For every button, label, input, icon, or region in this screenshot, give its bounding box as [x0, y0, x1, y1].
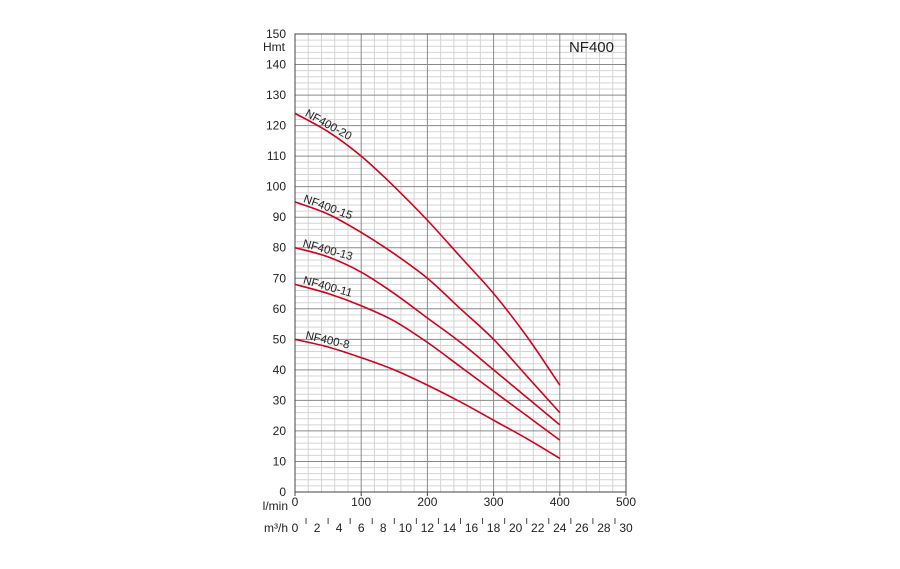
x2-tick-label: 6 [358, 521, 365, 535]
x2-tick-label: 30 [619, 521, 633, 535]
y-tick-label: 70 [273, 271, 287, 285]
y-tick-label: 0 [279, 485, 286, 499]
minor-grid [295, 34, 626, 492]
x2-tick-label: 4 [336, 521, 343, 535]
y-tick-label: 140 [266, 58, 286, 72]
y-tick-label: 150 [266, 27, 286, 41]
x2-tick-label: 28 [597, 521, 611, 535]
curve-label: NF400-15 [302, 193, 354, 222]
curve-nf400-8 [294, 338, 561, 460]
x-tick-label: 500 [616, 495, 636, 509]
y-tick-label: 130 [266, 88, 286, 102]
x-axis-ticks: 0 100 200 300 400 500 [292, 492, 636, 509]
y-tick-label: 20 [273, 424, 287, 438]
curve-nf400-20 [294, 112, 561, 386]
y-tick-label: 60 [273, 302, 287, 316]
y-tick-label: 30 [273, 393, 287, 407]
x-tick-label: 0 [292, 495, 299, 509]
y-tick-label: 80 [273, 241, 287, 255]
x2-axis-ticks: 0 2 4 6 8 10 12 14 16 18 20 22 24 26 28 30 [292, 518, 633, 535]
x-tick-label: 200 [417, 495, 437, 509]
y-tick-label: 100 [266, 180, 286, 194]
y-axis-label: Hmt [263, 40, 286, 54]
major-grid [294, 33, 627, 493]
x-tick-label: 400 [550, 495, 570, 509]
curve-nf400-11 [294, 283, 561, 441]
x2-tick-label: 2 [314, 521, 321, 535]
y-tick-label: 120 [266, 119, 286, 133]
x2-tick-label: 8 [380, 521, 387, 535]
chart-title: NF400 [569, 39, 614, 56]
x-axis-label: l/min [263, 499, 288, 513]
x2-tick-label: 22 [531, 521, 545, 535]
y-tick-label: 110 [267, 149, 286, 163]
y-tick-label: 50 [273, 332, 287, 346]
x2-tick-label: 24 [553, 521, 567, 535]
x2-tick-label: 10 [399, 521, 413, 535]
y-tick-label: 90 [273, 210, 287, 224]
x2-tick-label: 18 [487, 521, 501, 535]
x2-tick-label: 16 [465, 521, 479, 535]
x2-tick-label: 20 [509, 521, 523, 535]
x-tick-label: 300 [484, 495, 504, 509]
x2-tick-label: 12 [421, 521, 435, 535]
curve-nf400-15 [294, 201, 561, 414]
plot-frame [294, 33, 627, 493]
curve-nf400-13 [294, 246, 561, 426]
y-tick-label: 10 [273, 454, 287, 468]
x-tick-label: 100 [351, 495, 371, 509]
x2-tick-label: 0 [292, 521, 299, 535]
y-axis-ticks: 0 10 20 30 40 50 60 70 80 90 100 110 120 130 140 150 [266, 27, 286, 499]
x2-tick-label: 26 [575, 521, 589, 535]
x2-tick-label: 14 [443, 521, 457, 535]
curves-layer [294, 112, 561, 460]
x2-axis-label: m³/h [264, 521, 288, 535]
y-tick-label: 40 [273, 363, 287, 377]
